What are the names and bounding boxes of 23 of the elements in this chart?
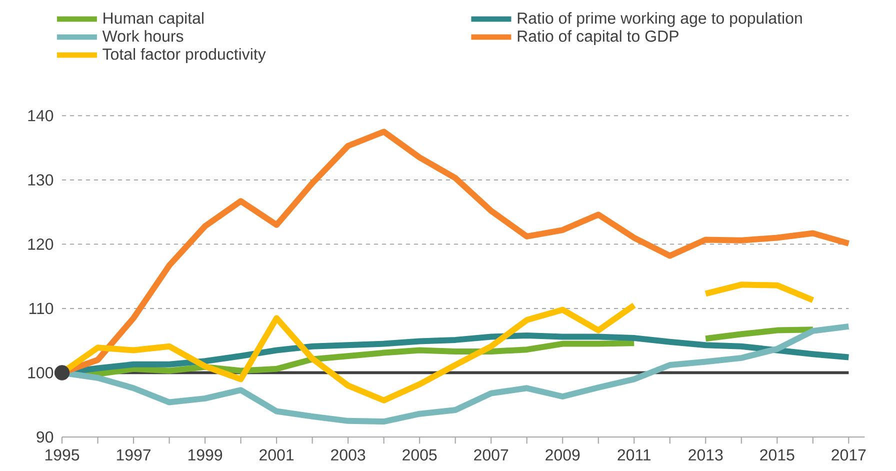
x-tick-label: 1995 <box>45 449 80 461</box>
legend-label: Ratio of prime working age to population <box>518 12 802 28</box>
x-tick-label: 2009 <box>546 449 580 461</box>
legend-label: Total factor productivity <box>102 48 266 63</box>
y-tick-label: 140 <box>28 110 54 122</box>
legend-label: Ratio of capital to GDP <box>518 30 678 45</box>
legend-label: Work hours <box>102 30 184 42</box>
x-tick-label: 2007 <box>474 449 508 461</box>
x-tick-label: 2013 <box>688 449 723 461</box>
y-tick-label: 120 <box>28 238 54 250</box>
x-tick-label: 2015 <box>760 449 794 461</box>
y-tick-label: 100 <box>28 367 54 378</box>
x-tick-label: 2003 <box>331 449 366 461</box>
legend-label: Human capital <box>104 12 204 28</box>
x-tick-label: 1999 <box>188 449 222 461</box>
x-tick-label: 2005 <box>402 449 437 461</box>
x-tick-label: 2017 <box>832 449 866 461</box>
x-tick-label: 1997 <box>116 449 151 461</box>
y-tick-label: 130 <box>28 174 54 186</box>
x-tick-label: 2011 <box>618 449 651 461</box>
y-tick-label: 90 <box>36 431 54 443</box>
y-tick-label: 110 <box>29 302 54 314</box>
x-tick-label: 2001 <box>260 449 294 461</box>
